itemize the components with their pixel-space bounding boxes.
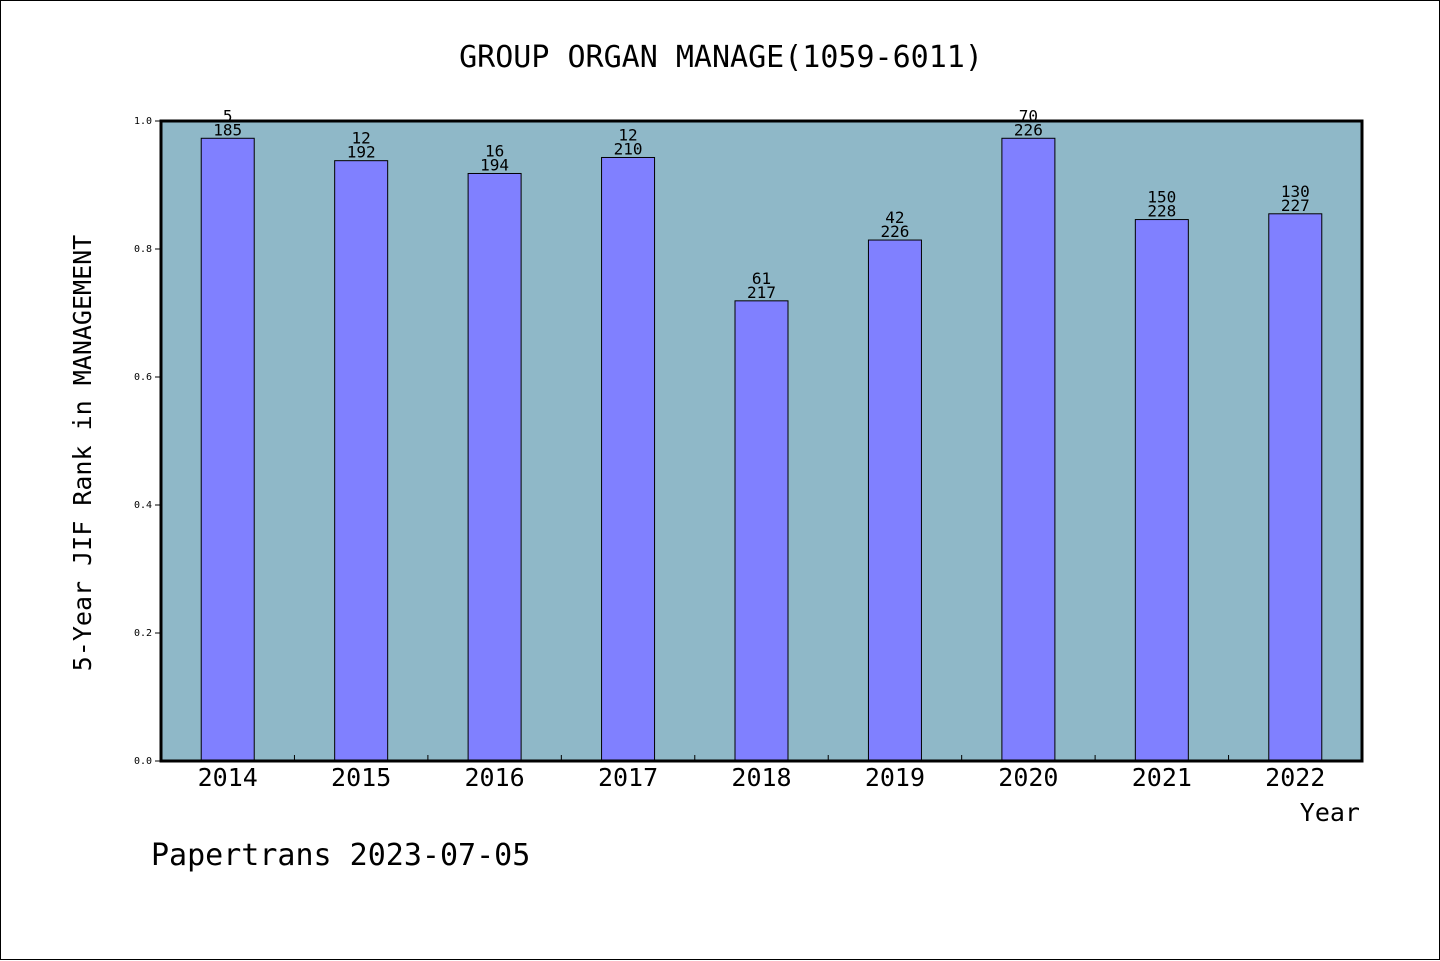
bar-2018 <box>734 300 789 762</box>
x-tick-label-2014: 2014 <box>198 763 258 792</box>
plot-frame <box>159 119 1364 763</box>
bar-rank-label-2014: 5 <box>223 106 233 125</box>
y-tick-label: 0.6 <box>134 372 152 383</box>
bar-2021 <box>1134 219 1189 762</box>
y-tick-label: 1.0 <box>134 116 152 127</box>
y-tick-label: 0.8 <box>134 244 152 255</box>
x-tick-label-2019: 2019 <box>865 763 925 792</box>
bar-2016 <box>467 172 522 762</box>
bar-total-label-2020: 226 <box>1014 120 1043 139</box>
x-tick-label-2021: 2021 <box>1132 763 1192 792</box>
x-tick-label-2017: 2017 <box>598 763 658 792</box>
bar-2015 <box>334 160 389 762</box>
bar-total-label-2022: 227 <box>1281 196 1310 215</box>
x-axis-label: Year <box>1300 798 1360 827</box>
bar-2020 <box>1001 137 1056 762</box>
y-tick-label: 0.4 <box>134 500 152 511</box>
bar-total-label-2019: 226 <box>880 222 909 241</box>
bar-2017 <box>601 156 656 762</box>
bar-2022 <box>1268 213 1323 762</box>
bar-total-label-2014: 185 <box>213 120 242 139</box>
chart-title: GROUP ORGAN MANAGE(1059-6011) <box>459 40 983 75</box>
y-tick-label: 0.2 <box>134 628 152 639</box>
bar-total-label-2021: 228 <box>1147 202 1176 221</box>
bar-2014 <box>200 137 255 762</box>
bar-rank-label-2018: 61 <box>752 269 771 288</box>
footer-credit: Papertrans 2023-07-05 <box>151 838 530 873</box>
bar-2019 <box>867 239 922 762</box>
bar-rank-label-2021: 150 <box>1147 188 1176 207</box>
plot-area: 5185201412192201516194201612210201761217… <box>134 106 1364 792</box>
bar-rank-label-2016: 16 <box>485 141 504 160</box>
bar-total-label-2015: 192 <box>347 143 376 162</box>
bar-rank-label-2015: 12 <box>352 129 371 148</box>
x-tick-label-2018: 2018 <box>731 763 791 792</box>
bar-total-label-2018: 217 <box>747 283 776 302</box>
bar-rank-label-2019: 42 <box>885 208 904 227</box>
x-tick-label-2015: 2015 <box>331 763 391 792</box>
bar-rank-label-2017: 12 <box>618 125 637 144</box>
x-tick-label-2020: 2020 <box>998 763 1058 792</box>
y-tick-label: 0.0 <box>134 756 152 767</box>
bar-total-label-2016: 194 <box>480 155 509 174</box>
bar-total-label-2017: 210 <box>614 139 643 158</box>
x-tick-label-2022: 2022 <box>1265 763 1325 792</box>
x-tick-label-2016: 2016 <box>465 763 525 792</box>
y-axis-label: 5-Year JIF Rank in MANAGEMENT <box>68 235 97 672</box>
bar-rank-label-2022: 130 <box>1281 182 1310 201</box>
